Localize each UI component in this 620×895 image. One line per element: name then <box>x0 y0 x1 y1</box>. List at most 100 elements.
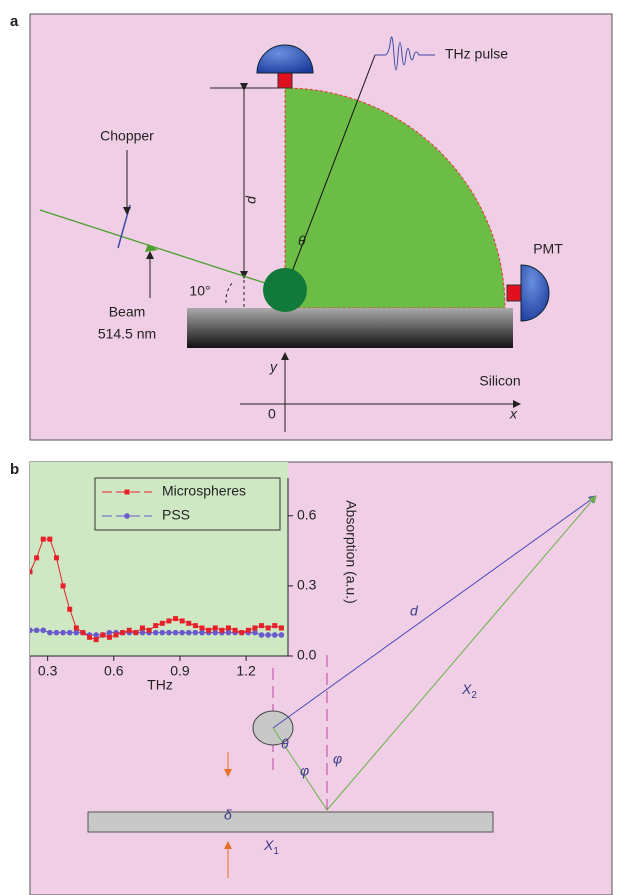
point <box>153 623 158 628</box>
point <box>61 583 66 588</box>
point <box>179 630 185 636</box>
label: 10° <box>189 283 210 299</box>
point <box>80 630 85 635</box>
point <box>186 621 191 626</box>
label: θ <box>298 233 306 249</box>
point <box>87 635 92 640</box>
pmt-base <box>507 285 521 301</box>
point <box>226 630 232 636</box>
label: φ <box>300 763 309 779</box>
point <box>54 555 59 560</box>
point <box>193 630 199 636</box>
point <box>160 621 165 626</box>
point <box>246 628 251 633</box>
point <box>266 625 271 630</box>
legend-label: Microspheres <box>162 483 246 499</box>
y-tick-label: 0.3 <box>297 577 317 593</box>
point <box>140 625 145 630</box>
point <box>34 555 39 560</box>
label: THz pulse <box>445 46 508 62</box>
label: d <box>410 603 419 619</box>
point <box>272 632 278 638</box>
label: y <box>269 359 278 375</box>
point <box>28 569 33 574</box>
point <box>186 630 192 636</box>
point <box>265 632 271 638</box>
label: 0 <box>268 406 276 422</box>
label: Chopper <box>100 128 154 144</box>
point <box>200 625 205 630</box>
x-tick-label: 0.6 <box>104 663 124 679</box>
silicon <box>187 308 513 348</box>
point <box>272 623 277 628</box>
symbol: X <box>263 837 274 853</box>
y-tick-label: 0.0 <box>297 647 317 663</box>
point <box>54 630 60 636</box>
label: φ <box>333 751 342 767</box>
point <box>34 627 40 633</box>
point <box>93 632 99 638</box>
point <box>60 630 66 636</box>
point <box>100 632 105 637</box>
point <box>67 607 72 612</box>
point <box>279 625 284 630</box>
point <box>206 628 211 633</box>
point <box>212 630 218 636</box>
point <box>219 628 224 633</box>
microsphere <box>263 268 307 312</box>
point <box>133 630 138 635</box>
label: 514.5 nm <box>98 326 156 342</box>
label: δ <box>224 807 232 823</box>
point <box>166 618 171 623</box>
point <box>259 632 265 638</box>
point <box>67 630 73 636</box>
point <box>213 625 218 630</box>
legend-label: PSS <box>162 507 190 523</box>
label: d <box>243 195 259 204</box>
x-axis-label: THz <box>147 677 173 693</box>
point <box>41 537 46 542</box>
figure: a Chopper Beam 514.5 nm 10° d θ THz puls… <box>0 0 620 895</box>
label: PMT <box>533 241 563 257</box>
point <box>259 623 264 628</box>
point <box>147 628 152 633</box>
point <box>193 623 198 628</box>
label: Beam <box>109 304 146 320</box>
x-tick-label: 1.2 <box>236 663 256 679</box>
point <box>74 625 79 630</box>
point <box>125 490 130 495</box>
y-axis-label: Absorption (a.u.) <box>343 500 359 604</box>
point <box>27 627 33 633</box>
point <box>47 537 52 542</box>
point <box>180 618 185 623</box>
point <box>239 630 244 635</box>
point <box>279 632 285 638</box>
point <box>173 630 179 636</box>
point <box>166 630 172 636</box>
label: Silicon <box>479 373 520 389</box>
x-tick-label: 0.9 <box>170 663 190 679</box>
point <box>233 628 238 633</box>
point <box>120 630 125 635</box>
point <box>47 630 53 636</box>
point <box>107 630 113 636</box>
point <box>199 630 205 636</box>
point <box>140 630 146 636</box>
label: x <box>509 406 518 422</box>
point <box>252 630 258 636</box>
point <box>127 628 132 633</box>
label: θ <box>281 736 289 752</box>
subscript: 1 <box>273 846 279 857</box>
point <box>160 630 166 636</box>
point <box>107 635 112 640</box>
detector-base <box>278 73 292 88</box>
point <box>74 630 80 636</box>
point <box>173 616 178 621</box>
symbol: X <box>461 681 472 697</box>
panel-letter: b <box>10 461 19 478</box>
surface <box>88 812 493 832</box>
subscript: 2 <box>471 690 477 701</box>
panel-letter: a <box>10 13 19 30</box>
point <box>40 627 46 633</box>
x-tick-label: 0.3 <box>38 663 58 679</box>
